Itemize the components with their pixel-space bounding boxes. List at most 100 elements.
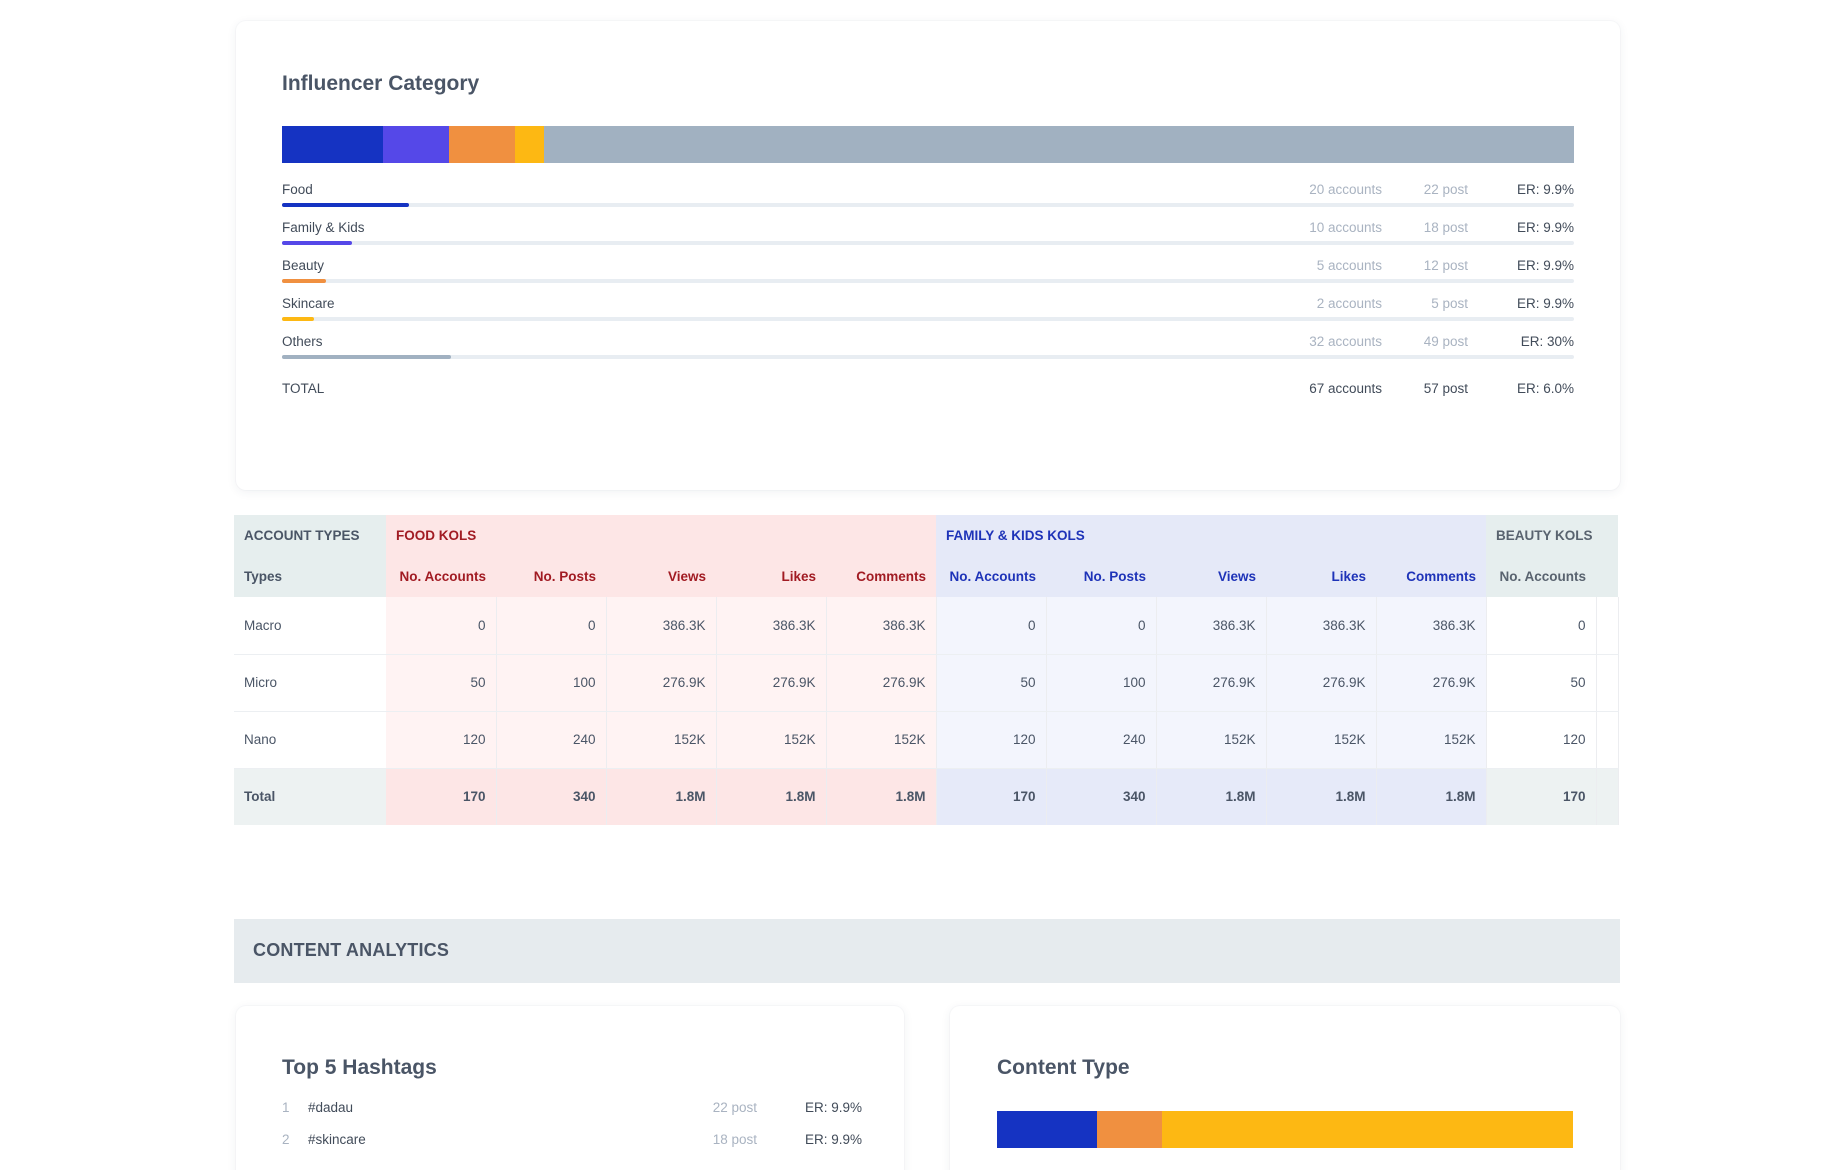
category-progress-track — [282, 317, 1574, 321]
category-segment-1[interactable] — [282, 126, 383, 163]
category-er: ER: 9.9% — [1516, 182, 1574, 197]
account-type-cell: Nano — [234, 711, 386, 769]
category-row-skincare[interactable]: Skincare 2 accounts 5 post ER: 9.9% — [282, 296, 1574, 326]
column-header[interactable]: Likes — [716, 556, 826, 597]
category-label: Family & Kids — [282, 220, 365, 235]
column-header[interactable]: Comments — [1376, 556, 1486, 597]
beauty-value-cell: 120 — [1486, 711, 1597, 769]
category-posts: 18 post — [1423, 220, 1468, 235]
column-header[interactable]: Likes — [1266, 556, 1376, 597]
family-value-cell: 152K — [1376, 711, 1487, 769]
category-segment-5[interactable] — [544, 126, 1574, 163]
category-label: Others — [282, 334, 323, 349]
table-column-header-row: Types No. Accounts No. Posts Views Likes… — [234, 556, 1618, 597]
beauty-value-cell: 170 — [1486, 768, 1597, 825]
top-hashtags-card: Top 5 Hashtags 1 #dadau 22 post ER: 9.9%… — [236, 1006, 904, 1170]
content-type-segment-1[interactable] — [997, 1111, 1098, 1148]
food-value-cell: 240 — [496, 711, 607, 769]
column-header[interactable]: No. Accounts — [936, 556, 1046, 597]
category-er: ER: 9.9% — [1516, 220, 1574, 235]
table-row: Macro 0 0 386.3K 386.3K 386.3K 0 0 386.3K 386.3K 3… — [234, 597, 1619, 655]
table-total-row: Total 170 340 1.8M 1.8M 1.8M 170 340 1.8M 1.8M 1.8… — [234, 768, 1619, 825]
family-value-cell: 1.8M — [1266, 768, 1377, 825]
group-header-beauty-kols: BEAUTY KOLS — [1486, 515, 1618, 556]
category-segment-4[interactable] — [514, 126, 545, 163]
category-progress-fill — [282, 279, 326, 283]
hashtag-row[interactable]: 1 #dadau 22 post ER: 9.9% — [282, 1100, 862, 1120]
category-row-food[interactable]: Food 20 accounts 22 post ER: 9.9% — [282, 182, 1574, 212]
category-row-others[interactable]: Others 32 accounts 49 post ER: 30% — [282, 334, 1574, 364]
category-segment-2[interactable] — [382, 126, 449, 163]
food-value-cell: 276.9K — [826, 654, 937, 712]
category-row-family-kids[interactable]: Family & Kids 10 accounts 18 post ER: 9.… — [282, 220, 1574, 250]
category-er: ER: 30% — [1520, 334, 1574, 349]
category-progress-track — [282, 355, 1574, 359]
column-header[interactable]: No. Posts — [1046, 556, 1156, 597]
total-label: TOTAL — [282, 381, 325, 396]
hashtag-name: #skincare — [308, 1132, 366, 1147]
food-value-cell: 0 — [496, 597, 607, 655]
content-type-title: Content Type — [997, 1056, 1130, 1079]
family-value-cell: 240 — [1046, 711, 1157, 769]
column-header[interactable]: Views — [1156, 556, 1266, 597]
category-accounts: 32 accounts — [1309, 334, 1382, 349]
hashtag-rank: 2 — [282, 1132, 290, 1147]
table-group-header-row: ACCOUNT TYPES FOOD KOLS FAMILY & KIDS KO… — [234, 515, 1618, 556]
group-header-account-types: ACCOUNT TYPES — [234, 515, 386, 556]
column-header[interactable]: No. Posts — [496, 556, 606, 597]
account-type-cell: Total — [234, 768, 386, 825]
food-value-cell: 386.3K — [606, 597, 717, 655]
food-value-cell: 100 — [496, 654, 607, 712]
category-row-beauty[interactable]: Beauty 5 accounts 12 post ER: 9.9% — [282, 258, 1574, 288]
top-hashtags-title: Top 5 Hashtags — [282, 1056, 437, 1079]
category-progress-fill — [282, 241, 352, 245]
category-progress-track — [282, 203, 1574, 207]
column-header[interactable]: Comments — [826, 556, 936, 597]
category-accounts: 10 accounts — [1309, 220, 1382, 235]
category-label: Skincare — [282, 296, 335, 311]
category-er: ER: 9.9% — [1516, 296, 1574, 311]
content-type-card: Content Type — [950, 1006, 1620, 1170]
category-progress-fill — [282, 203, 409, 207]
category-accounts: 20 accounts — [1309, 182, 1382, 197]
content-analytics-section-header: CONTENT ANALYTICS — [234, 919, 1620, 983]
family-value-cell: 386.3K — [1266, 597, 1377, 655]
influencer-category-stacked-bar — [282, 126, 1574, 163]
total-er: ER: 6.0% — [1516, 381, 1574, 396]
category-accounts: 2 accounts — [1316, 296, 1382, 311]
category-progress-fill — [282, 355, 452, 359]
family-value-cell: 152K — [1156, 711, 1267, 769]
family-value-cell: 386.3K — [1376, 597, 1487, 655]
overflow-cell — [1596, 597, 1619, 655]
content-type-segment-2[interactable] — [1097, 1111, 1163, 1148]
category-progress-track — [282, 279, 1574, 283]
column-header[interactable]: No. Accounts — [1486, 556, 1596, 597]
category-posts: 49 post — [1423, 334, 1468, 349]
column-header[interactable]: Views — [606, 556, 716, 597]
column-header[interactable]: No. Accounts — [386, 556, 496, 597]
family-value-cell: 120 — [936, 711, 1047, 769]
category-posts: 12 post — [1423, 258, 1468, 273]
family-value-cell: 0 — [1046, 597, 1157, 655]
total-posts: 57 post — [1423, 381, 1468, 396]
food-value-cell: 1.8M — [716, 768, 827, 825]
category-segment-3[interactable] — [448, 126, 515, 163]
family-value-cell: 50 — [936, 654, 1047, 712]
content-type-segment-3[interactable] — [1162, 1111, 1573, 1148]
food-value-cell: 152K — [826, 711, 937, 769]
table-row: Micro 50 100 276.9K 276.9K 276.9K 50 100 276.9K 2… — [234, 654, 1619, 712]
food-value-cell: 152K — [606, 711, 717, 769]
category-er: ER: 9.9% — [1516, 258, 1574, 273]
hashtag-posts: 18 post — [712, 1132, 757, 1147]
food-value-cell: 386.3K — [826, 597, 937, 655]
kol-table-container[interactable]: ACCOUNT TYPES FOOD KOLS FAMILY & KIDS KO… — [234, 515, 1620, 825]
family-value-cell: 386.3K — [1156, 597, 1267, 655]
food-value-cell: 340 — [496, 768, 607, 825]
food-value-cell: 170 — [386, 768, 497, 825]
category-label: Food — [282, 182, 313, 197]
total-accounts: 67 accounts — [1309, 381, 1382, 396]
food-value-cell: 386.3K — [716, 597, 827, 655]
food-value-cell: 152K — [716, 711, 827, 769]
hashtag-row[interactable]: 2 #skincare 18 post ER: 9.9% — [282, 1132, 862, 1152]
food-value-cell: 120 — [386, 711, 497, 769]
